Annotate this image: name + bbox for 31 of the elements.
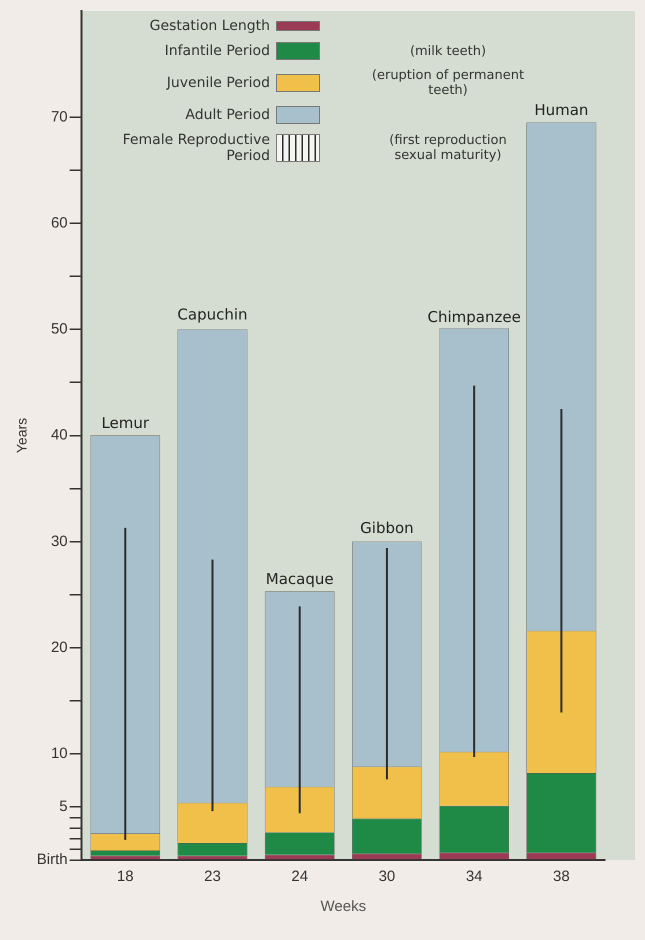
annotation: Lemur <box>101 414 150 432</box>
x-tick-label: 34 <box>466 868 483 886</box>
x-tick-label: 18 <box>116 868 134 886</box>
x-tick-label: 38 <box>553 868 570 886</box>
y-tick-label: 10 <box>50 745 68 762</box>
annotation: Human <box>534 100 588 119</box>
annotation: Chimpanzee <box>428 308 521 326</box>
x-tick-label: 23 <box>204 868 221 886</box>
x-tick-label: 24 <box>291 868 308 886</box>
legend-label: Infantile Period <box>164 43 270 59</box>
y-tick-label: 5 <box>59 798 68 816</box>
y-tick-label: Birth <box>36 851 68 868</box>
legend-label: Gestation Length <box>148 18 270 34</box>
y-tick-label: 40 <box>50 426 68 444</box>
annotation: Capuchin <box>177 306 248 324</box>
x-tick-label: 30 <box>378 868 396 886</box>
y-axis-title: Years <box>13 418 30 454</box>
annotation: (first reproduction sexual maturity) <box>388 133 508 163</box>
annotation: Female Reproductive Period <box>122 132 270 164</box>
annotation: Gibbon <box>360 518 414 537</box>
annotation: (eruption of permanent teeth) <box>370 68 526 98</box>
legend-label: Adult Period <box>184 107 270 123</box>
legend-label: Juvenile Period <box>165 75 270 91</box>
annotation: (milk teeth) <box>408 44 488 58</box>
x-axis-title: Weeks <box>320 898 366 916</box>
y-tick-label: 60 <box>50 214 68 232</box>
y-tick-label: 30 <box>50 532 68 550</box>
y-tick-label: 20 <box>50 638 68 656</box>
annotation: Macaque <box>266 570 334 588</box>
y-tick-label: 50 <box>50 320 68 338</box>
y-tick-label: 70 <box>50 108 68 126</box>
